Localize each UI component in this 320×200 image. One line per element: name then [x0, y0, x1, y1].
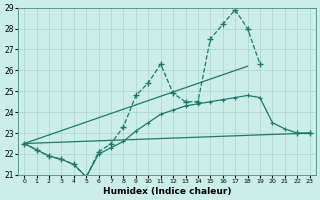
X-axis label: Humidex (Indice chaleur): Humidex (Indice chaleur): [103, 187, 231, 196]
